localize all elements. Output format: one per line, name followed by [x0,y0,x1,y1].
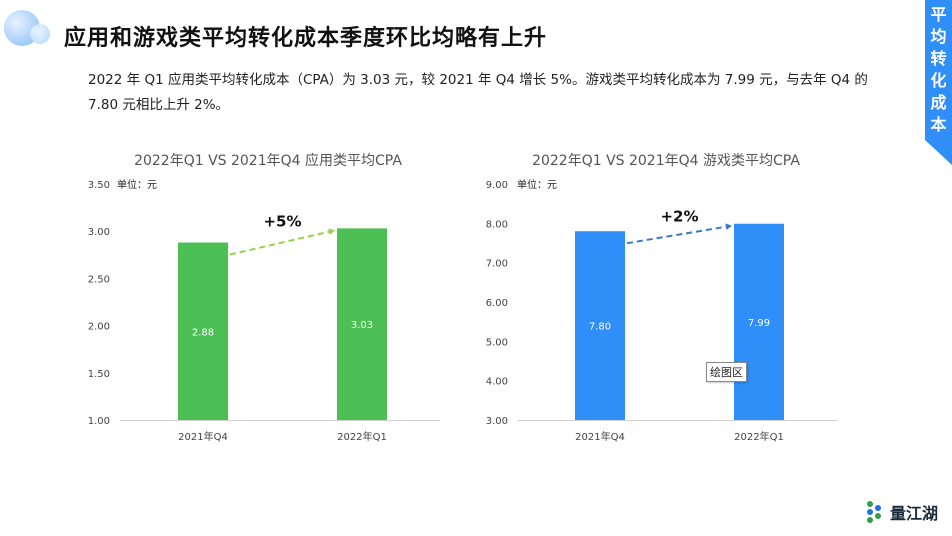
bar [178,242,228,420]
side-tab-label: 平 均 转 化 成 本 [925,4,952,136]
y-tick-label: 3.00 [88,227,110,238]
page-title: 应用和游戏类平均转化成本季度环比均略有上升 [64,26,548,51]
y-tick-label: 6.00 [486,298,508,309]
chart-title: 2022年Q1 VS 2021年Q4 应用类平均CPA [134,152,402,169]
y-tick-label: 1.50 [88,369,110,380]
logo-icon [867,501,881,523]
y-tick-label: 5.00 [486,337,508,348]
side-tab-char: 本 [930,115,947,134]
side-tab-char: 均 [930,27,947,46]
bar-value-label: 7.80 [589,322,611,333]
logo-text: 量江湖 [890,504,939,523]
bar-value-label: 2.88 [192,327,214,338]
bar-value-label: 7.99 [748,318,770,329]
side-tab-char: 转 [930,49,947,68]
bar [337,228,387,420]
y-tick-label: 4.00 [486,377,508,388]
side-tab-char: 成 [930,93,947,112]
growth-label: +2% [660,208,698,226]
bar [575,231,625,420]
chart-title: 2022年Q1 VS 2021年Q4 游戏类平均CPA [532,153,800,169]
growth-arrow-head [725,223,732,231]
y-tick-label: 2.00 [88,322,110,333]
side-tab-char: 平 [930,5,947,24]
x-tick-label: 2022年Q1 [337,430,387,443]
y-tick-label: 7.00 [486,259,508,270]
decor-bubble-small [30,24,50,44]
page-description: 2022 年 Q1 应用类平均转化成本（CPA）为 3.03 元，较 2021 … [88,72,868,113]
growth-label: +5% [263,212,301,230]
x-tick-label: 2022年Q1 [734,430,784,443]
side-tab-char: 化 [930,71,947,90]
x-tick-label: 2021年Q4 [178,430,228,443]
y-tick-label: 1.00 [88,416,110,427]
growth-arrow-line [626,225,727,245]
y-tick-label: 8.00 [486,219,508,230]
brand-logo: 量江湖 [866,500,938,524]
bar [734,223,784,420]
y-tick-label: 3.00 [486,416,508,427]
x-tick-label: 2021年Q4 [575,430,625,443]
y-tick-label: 2.50 [88,274,110,285]
y-tick-label: 3.50 [88,180,110,191]
plot-area-tooltip: 绘图区 [706,362,747,382]
growth-arrow-line [229,230,330,256]
unit-label: 单位：元 [517,178,557,191]
bar-value-label: 3.03 [351,320,373,331]
unit-label: 单位：元 [117,178,157,191]
y-tick-label: 9.00 [486,180,508,191]
growth-arrow-head [328,228,335,236]
side-tab-ribbon [925,0,952,165]
